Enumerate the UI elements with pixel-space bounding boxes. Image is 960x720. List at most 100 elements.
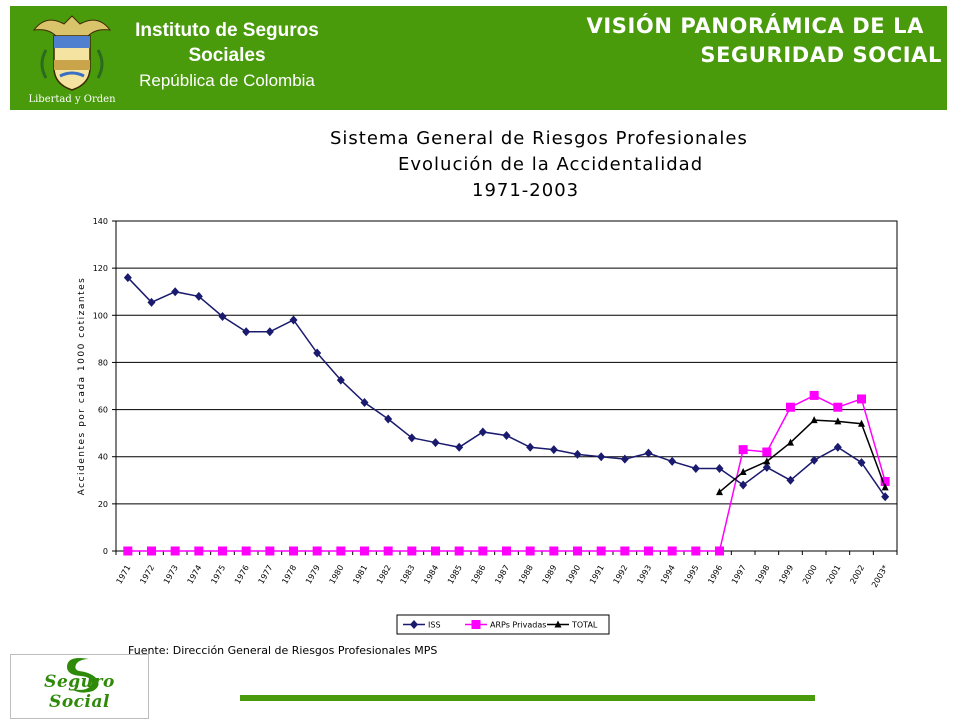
x-tick-label: 1971 <box>115 564 133 586</box>
seal-motto: Libertad y Orden <box>28 94 116 105</box>
data-point-arps-privadas <box>170 546 180 556</box>
x-tick-label: 1984 <box>422 564 440 586</box>
legend-marker-iss <box>410 620 418 629</box>
institute-line-3: República de Colombia <box>139 71 315 90</box>
data-point-arps-privadas <box>502 546 511 556</box>
data-point-iss <box>407 433 416 443</box>
x-tick-label: 1993 <box>635 564 653 586</box>
coat-of-arms-icon: Libertad y Orden <box>28 15 116 105</box>
x-tick-label: 1981 <box>351 564 369 586</box>
legend-marker-arps-privadas <box>471 620 481 629</box>
data-point-iss <box>360 398 369 407</box>
data-point-total <box>834 417 842 425</box>
series-line-total <box>719 419 886 493</box>
x-tick-label: 1990 <box>564 564 582 586</box>
x-tick-label: 1999 <box>777 564 795 586</box>
data-point-iss <box>810 455 819 465</box>
logo-text: Seguro Social <box>44 672 115 712</box>
data-point-iss <box>549 445 558 455</box>
data-point-arps-privadas <box>786 402 795 412</box>
data-point-iss <box>265 327 274 337</box>
data-point-arps-privadas <box>265 546 275 556</box>
institute-name: Instituto de Seguros Sociales República … <box>124 18 330 94</box>
data-point-iss <box>620 454 629 464</box>
x-tick-label: 1995 <box>683 564 701 586</box>
data-point-arps-privadas <box>218 546 227 556</box>
y-tick-label: 140 <box>93 217 108 226</box>
data-point-arps-privadas <box>738 445 748 455</box>
data-point-iss <box>218 311 227 321</box>
x-tick-label: 1979 <box>304 564 322 586</box>
data-point-total <box>763 457 771 465</box>
data-point-iss <box>526 442 535 452</box>
data-point-arps-privadas <box>762 447 772 457</box>
x-tick-label: 1994 <box>659 564 677 586</box>
x-tick-label: 1987 <box>493 564 511 586</box>
data-point-arps-privadas <box>596 546 606 556</box>
data-point-iss <box>715 464 724 473</box>
data-point-arps-privadas <box>360 546 369 556</box>
y-tick-label: 0 <box>103 547 108 556</box>
y-tick-label: 60 <box>98 406 108 415</box>
y-tick-label: 120 <box>93 264 108 273</box>
data-point-total <box>739 468 747 476</box>
data-point-total <box>810 416 818 424</box>
legend-label-iss: ISS <box>428 621 441 630</box>
data-point-iss <box>313 348 322 358</box>
data-point-iss <box>384 414 393 424</box>
data-point-iss <box>739 480 748 490</box>
data-point-arps-privadas <box>383 546 393 556</box>
y-tick-label: 40 <box>98 453 108 462</box>
data-point-total <box>787 438 794 446</box>
data-point-iss <box>478 427 487 437</box>
data-point-iss <box>786 475 795 485</box>
x-tick-label: 1988 <box>517 564 535 586</box>
x-tick-label: 1997 <box>730 564 748 586</box>
data-point-arps-privadas <box>312 546 322 556</box>
data-point-arps-privadas <box>525 546 535 556</box>
x-tick-label: 1986 <box>470 564 488 586</box>
x-tick-label: 2000 <box>801 564 819 586</box>
data-point-arps-privadas <box>194 546 204 556</box>
data-point-arps-privadas <box>667 546 677 556</box>
data-point-arps-privadas <box>620 546 630 556</box>
legend-box <box>396 614 610 635</box>
x-tick-label: 1978 <box>280 564 298 586</box>
x-tick-label: 1983 <box>399 564 417 586</box>
chart-title-line-3: 1971-2003 <box>472 180 580 201</box>
legend-marker-total <box>554 620 562 628</box>
data-point-arps-privadas <box>715 546 724 556</box>
page-title-line-2: SEGURIDAD SOCIAL <box>700 43 942 67</box>
y-tick-label: 80 <box>98 358 108 367</box>
data-point-arps-privadas <box>123 546 133 556</box>
data-point-arps-privadas <box>147 546 156 556</box>
data-point-iss <box>597 452 606 462</box>
data-point-iss <box>573 449 582 459</box>
data-point-arps-privadas <box>644 546 653 556</box>
y-tick-label: 20 <box>98 500 108 509</box>
seguro-social-logo: Seguro Social <box>10 654 149 719</box>
data-point-iss <box>668 456 677 466</box>
x-tick-label: 2002 <box>848 564 866 586</box>
x-tick-label: 1976 <box>233 564 251 586</box>
institute-line-1: Instituto de Seguros <box>135 20 319 41</box>
swoosh-s-icon <box>67 658 99 693</box>
chart-title-line-2: Evolución de la Accidentalidad <box>398 154 704 175</box>
data-point-arps-privadas <box>691 546 701 556</box>
data-point-total <box>858 419 865 427</box>
data-point-arps-privadas <box>549 546 559 556</box>
x-tick-label: 1982 <box>375 564 393 586</box>
data-point-iss <box>336 375 345 385</box>
chart-title-line-1: Sistema General de Riesgos Profesionales <box>330 128 748 149</box>
x-tick-label: 1996 <box>706 564 724 586</box>
x-tick-label: 2003* <box>870 564 890 590</box>
page-title: VISIÓN PANORÁMICA DE LA SEGURIDAD SOCIAL <box>586 12 942 70</box>
data-point-arps-privadas <box>241 546 251 556</box>
y-axis-label: Accidentes por cada 1000 cotizantes <box>77 277 87 496</box>
data-point-arps-privadas <box>857 394 866 404</box>
x-tick-label: 1991 <box>588 564 606 586</box>
x-tick-label: 1975 <box>209 564 227 586</box>
data-point-arps-privadas <box>833 402 843 412</box>
x-tick-label: 1985 <box>446 564 464 586</box>
data-point-arps-privadas <box>454 546 464 556</box>
